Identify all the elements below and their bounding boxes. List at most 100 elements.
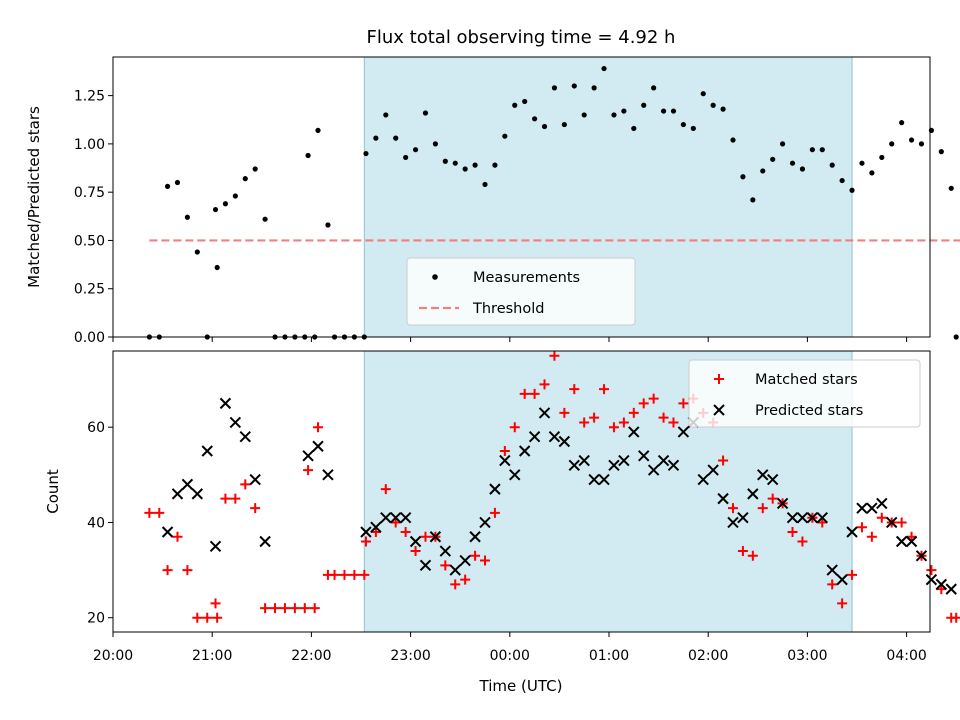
predicted-point <box>697 473 709 486</box>
x-axis-label: Time (UTC) <box>479 677 563 695</box>
matched-point <box>747 550 758 561</box>
panel-ratio: 0.00 0.25 0.50 0.75 1.00 1.25 Matched/Predicte… <box>25 56 960 346</box>
matched-point <box>410 546 421 557</box>
measurement-point <box>212 206 219 213</box>
predicted-point <box>766 473 779 486</box>
series-matched-stars <box>144 350 960 623</box>
predicted-point <box>578 454 590 467</box>
matched-point <box>370 526 381 537</box>
measurement-point <box>720 106 726 112</box>
matched-point <box>936 584 947 595</box>
measurement-point <box>422 110 429 116</box>
predicted-point <box>786 511 799 524</box>
x-tick-label: 20:00 <box>93 648 133 664</box>
predicted-point <box>259 535 271 548</box>
predicted-point <box>727 516 739 529</box>
predicted-point <box>628 426 640 438</box>
predicted-point <box>439 545 452 557</box>
plot-frame <box>112 56 931 338</box>
measurement-point <box>953 334 959 340</box>
matched-point <box>489 507 500 518</box>
matched-point <box>380 484 391 495</box>
matched-point <box>390 517 401 528</box>
predicted-point <box>360 526 372 538</box>
measurement-point <box>859 160 865 166</box>
predicted-point <box>945 583 957 595</box>
matched-point <box>837 598 848 609</box>
y-axis-label: Count <box>44 469 62 514</box>
measurement-point <box>222 201 229 207</box>
predicted-point <box>239 431 251 443</box>
measurement-point <box>522 98 528 105</box>
matched-point <box>648 393 659 404</box>
matched-point <box>509 422 520 433</box>
y-tick-label: 60 <box>87 420 105 436</box>
matched-point <box>303 465 314 476</box>
matched-point <box>628 407 639 418</box>
chart-title: Flux total observing time = 4.92 h <box>367 27 676 48</box>
y-tick-label: 1.25 <box>74 89 105 105</box>
matched-point <box>847 569 858 580</box>
measurement-point <box>363 150 369 157</box>
predicted-point <box>876 497 888 510</box>
predicted-point <box>171 488 184 500</box>
measurement-point <box>482 181 488 188</box>
measurement-point <box>680 121 687 128</box>
predicted-point <box>776 497 789 510</box>
matched-point <box>678 398 689 409</box>
predicted-point <box>707 464 719 476</box>
predicted-point <box>399 511 412 524</box>
measurement-point <box>908 137 915 143</box>
matched-point <box>876 512 887 523</box>
measurement-point <box>829 162 835 168</box>
matched-point <box>856 522 867 533</box>
y-tick-label: 40 <box>87 515 105 531</box>
matched-point <box>827 579 838 590</box>
matched-point <box>599 384 610 395</box>
measurement-point <box>601 65 607 72</box>
measurement-point <box>789 160 796 166</box>
predicted-point <box>925 573 938 586</box>
y-axis-label: Matched/Predicted stars <box>25 106 43 288</box>
matched-point <box>549 350 560 361</box>
measurement-point <box>325 222 331 228</box>
matched-point <box>329 569 340 580</box>
matched-point <box>519 388 530 399</box>
measurement-point <box>591 85 597 91</box>
matched-point <box>460 574 471 585</box>
measurement-point <box>938 149 944 155</box>
measurement-point <box>918 141 925 147</box>
matched-point <box>926 565 937 576</box>
x-tick-label: 21:00 <box>192 648 232 664</box>
matched-point <box>279 603 290 614</box>
matched-point <box>270 603 281 614</box>
plot-frame <box>112 350 931 633</box>
predicted-point <box>181 478 194 491</box>
matched-point <box>230 493 241 504</box>
matched-point <box>192 612 203 623</box>
predicted-point <box>657 454 670 467</box>
predicted-point <box>449 564 461 576</box>
matched-point <box>309 603 320 614</box>
measurement-point <box>551 85 558 91</box>
legend-predicted-label: Predicted stars <box>755 403 863 419</box>
matched-point <box>240 479 251 490</box>
measurement-point <box>660 108 667 114</box>
measurement-point <box>631 125 637 132</box>
measurement-point <box>232 193 238 199</box>
matched-point <box>212 612 223 623</box>
predicted-point <box>229 416 242 429</box>
panel-counts: 20 40 60 20:00 21:00 22:00 23:00 00:00 01:00 02:0… <box>44 350 960 664</box>
matched-point <box>618 417 629 428</box>
matched-point <box>787 526 798 537</box>
predicted-point <box>191 488 204 500</box>
predicted-point <box>322 469 334 481</box>
predicted-point <box>747 488 759 500</box>
measurement-point <box>452 160 458 166</box>
matched-point <box>767 493 778 504</box>
predicted-point <box>866 502 878 514</box>
x-tick-label: 02:00 <box>688 648 728 664</box>
legend-matched-marker <box>714 374 724 384</box>
matched-point <box>480 555 490 566</box>
measurement-point <box>472 162 478 168</box>
